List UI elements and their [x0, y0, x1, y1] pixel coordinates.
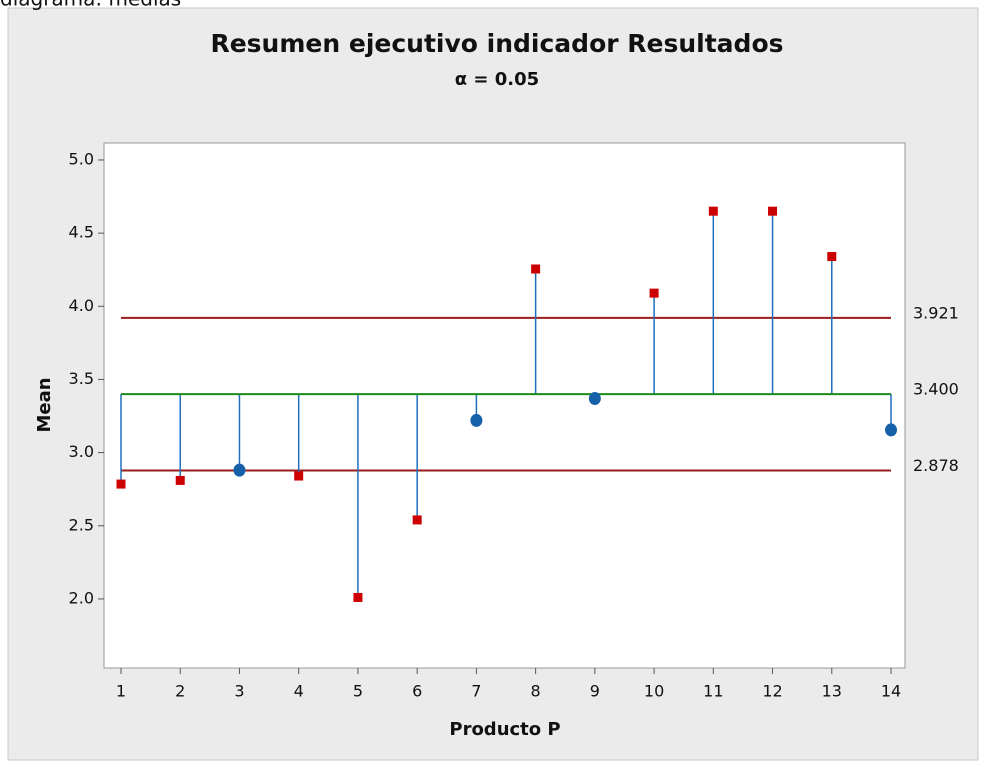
- point-in: [588, 391, 601, 405]
- point-out: [708, 206, 718, 216]
- lower-limit-label: 2.878: [913, 456, 959, 475]
- plot-area: [103, 142, 906, 669]
- point-in: [885, 423, 898, 437]
- point-out: [827, 252, 837, 262]
- caption: diagrama: medias: [0, 0, 181, 11]
- x-tick-label: 13: [822, 682, 842, 701]
- y-axis-label: Mean: [34, 377, 55, 432]
- x-tick-label: 8: [531, 682, 541, 701]
- x-axis-label: Producto P: [449, 719, 560, 740]
- x-tick-label: 6: [412, 682, 422, 701]
- y-tick-label: 5.0: [69, 149, 94, 168]
- x-tick-label: 11: [703, 682, 723, 701]
- point-out: [768, 206, 778, 216]
- x-tick-label: 14: [881, 682, 901, 701]
- y-tick-label: 2.0: [69, 588, 94, 607]
- x-tick-label: 10: [644, 682, 664, 701]
- y-tick-label: 2.5: [69, 515, 94, 534]
- chart-subtitle: α = 0.05: [455, 69, 539, 90]
- x-tick-label: 7: [471, 682, 481, 701]
- x-tick-label: 12: [762, 682, 782, 701]
- point-out: [412, 515, 422, 525]
- x-tick-label: 1: [116, 682, 126, 701]
- y-tick-label: 4.0: [69, 296, 94, 315]
- x-tick-label: 5: [353, 682, 363, 701]
- point-out: [294, 471, 304, 481]
- x-tick-label: 9: [590, 682, 600, 701]
- upper-limit-label: 3.921: [913, 303, 959, 322]
- point-in: [470, 413, 483, 427]
- x-tick-label: 3: [234, 682, 244, 701]
- point-out: [531, 264, 541, 274]
- y-tick-label: 4.5: [69, 223, 94, 242]
- x-tick-label: 4: [294, 682, 304, 701]
- y-tick-label: 3.5: [69, 369, 94, 388]
- y-tick-label: 3.0: [69, 442, 94, 461]
- chart-title: Resumen ejecutivo indicador Resultados: [210, 29, 783, 58]
- x-tick-label: 2: [175, 682, 185, 701]
- point-in: [233, 463, 246, 477]
- point-out: [175, 475, 185, 485]
- point-out: [116, 479, 126, 489]
- point-out: [353, 592, 363, 602]
- point-out: [649, 288, 659, 298]
- center-line-label: 3.400: [913, 380, 959, 399]
